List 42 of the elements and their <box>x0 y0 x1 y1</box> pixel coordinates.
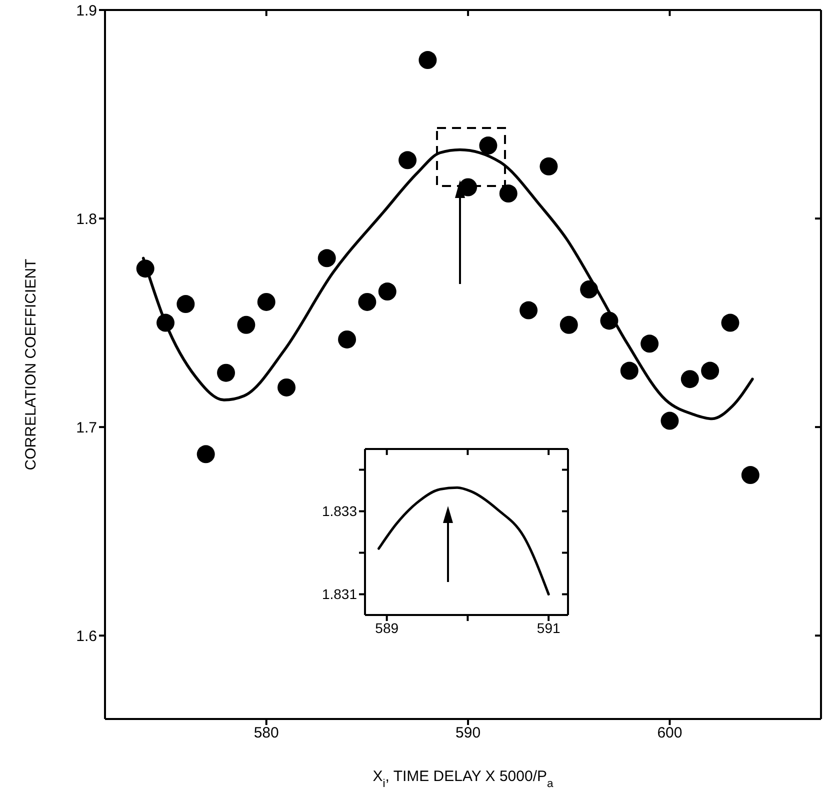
point <box>176 295 195 314</box>
y-tick-label: 1.9 <box>76 2 97 20</box>
point <box>741 466 760 484</box>
x-tick-label: 600 <box>657 724 682 742</box>
point <box>136 260 154 278</box>
point <box>398 151 417 170</box>
point <box>318 249 336 268</box>
point <box>196 445 215 464</box>
point <box>156 314 175 332</box>
point <box>540 157 558 176</box>
point <box>660 412 679 430</box>
point <box>418 51 437 70</box>
point <box>358 292 376 311</box>
point <box>680 370 699 388</box>
y-tick-label: 1.7 <box>76 419 97 436</box>
y-tick-label: 1.831 <box>322 586 358 602</box>
point <box>378 282 396 301</box>
line-series <box>378 486 550 596</box>
point <box>580 280 598 298</box>
point <box>701 362 720 380</box>
x-tick-label: 580 <box>254 724 279 742</box>
point <box>499 184 518 203</box>
point <box>620 362 638 380</box>
y-axis-title: CORRELATION COEFFICIENT <box>22 258 40 470</box>
point <box>217 364 236 382</box>
point <box>640 334 659 353</box>
point <box>338 330 356 348</box>
point <box>721 314 740 332</box>
y-tick-label: 1.833 <box>322 503 358 520</box>
point <box>479 136 498 155</box>
x-tick-label: 589 <box>375 620 399 636</box>
point <box>560 316 578 334</box>
point <box>257 292 276 311</box>
point <box>600 312 618 330</box>
y-tick-label: 1.8 <box>76 210 97 228</box>
x-axis-title: X$_{i}$, TIME DELAY X 5000/P$_{a}$ <box>372 768 554 790</box>
point <box>278 378 296 396</box>
point <box>237 316 256 334</box>
point <box>520 301 538 320</box>
y-tick-label: 1.6 <box>76 628 97 645</box>
x-tick-label: 590 <box>456 724 481 742</box>
x-tick-label: 591 <box>536 620 560 636</box>
